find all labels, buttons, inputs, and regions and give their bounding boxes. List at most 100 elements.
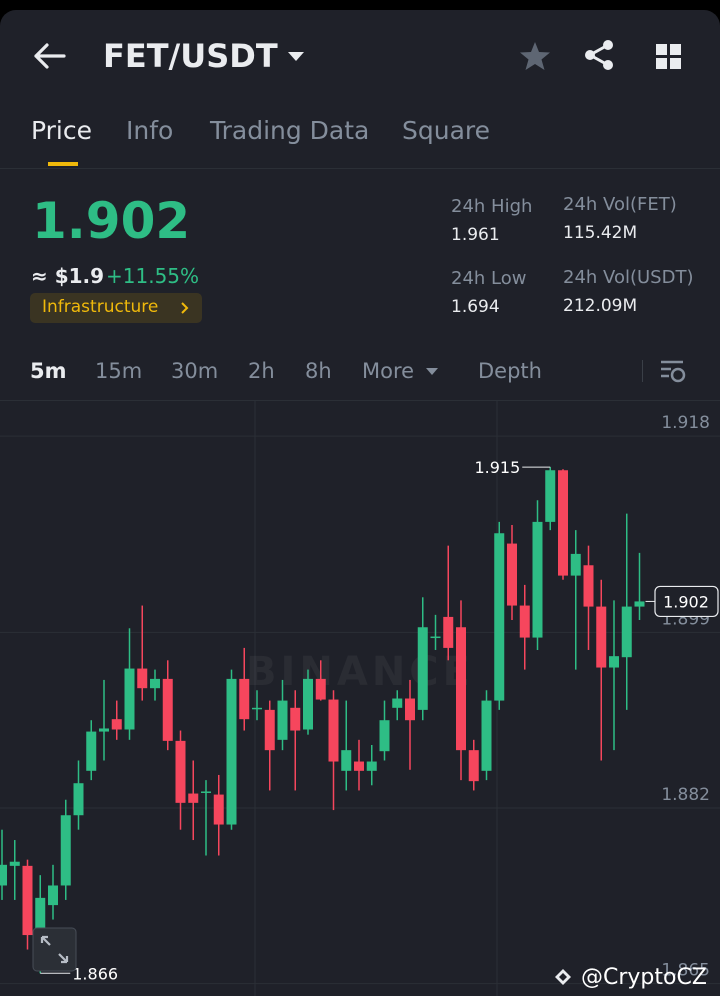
separator [642, 360, 643, 382]
y-tick-label: 1.865 [661, 961, 710, 981]
sector-tag[interactable]: Infrastructure [30, 293, 202, 323]
candle-body [201, 791, 211, 793]
candle-body [379, 720, 390, 752]
fiat-price: ≈ $1.9 [31, 264, 105, 288]
candle-body [22, 865, 33, 936]
candle-body [150, 678, 160, 689]
tab-square[interactable]: Square [402, 116, 491, 145]
candle-body [137, 668, 148, 689]
candle-body [264, 709, 275, 751]
price-change: +11.55% [106, 264, 200, 288]
sector-label: Infrastructure [42, 297, 159, 317]
candle-body [621, 606, 632, 658]
chart-settings-icon[interactable] [659, 358, 687, 384]
candle-body [73, 783, 84, 816]
favorite-icon[interactable] [518, 40, 552, 72]
more-caret [426, 368, 438, 375]
stat-value: 115.42M [563, 223, 638, 243]
candle-body [328, 699, 339, 762]
candle-body [162, 678, 173, 741]
layout-icon[interactable] [655, 43, 683, 71]
last-price: 1.902 [32, 192, 191, 250]
expand-bg[interactable] [32, 927, 77, 972]
candle-body [124, 668, 135, 730]
candle-body [468, 750, 479, 782]
candle-body [519, 605, 530, 638]
stat-value: 1.961 [451, 225, 500, 245]
candle-body [366, 761, 377, 771]
credit: @CryptoCZ [555, 965, 707, 990]
candle-body [252, 707, 262, 710]
candles [0, 467, 645, 974]
pair-title[interactable]: FET/USDT [103, 37, 278, 75]
interval-depth[interactable]: Depth [478, 359, 542, 383]
candle-body [60, 815, 71, 886]
tab-info[interactable]: Info [126, 116, 174, 145]
last-price-box [654, 585, 719, 618]
candle-body [175, 740, 186, 803]
last-price-label: 1.902 [663, 592, 709, 611]
divider [0, 168, 720, 169]
annotations: 1.915 1.866 1.902 [40, 458, 719, 983]
share-icon[interactable] [582, 38, 616, 72]
candle-body [583, 565, 594, 607]
expand-button[interactable] [32, 927, 77, 972]
candle-body [570, 553, 581, 576]
candle-body [609, 656, 619, 668]
candle-body [86, 731, 97, 771]
app: FET/USDT Price Info Trading Data Square … [0, 10, 720, 996]
interval[interactable]: 15m [95, 359, 143, 383]
candle-body [532, 521, 543, 638]
candle-body [213, 794, 224, 825]
expand-icon [40, 935, 69, 964]
y-tick-label: 1.882 [661, 785, 710, 805]
chart-watermark: BINANCE [246, 649, 474, 695]
candle-body [9, 861, 20, 866]
candle-body [392, 698, 403, 708]
candle-body [188, 793, 199, 803]
interval[interactable]: 2h [248, 359, 275, 383]
stat-label: 24h Low [451, 268, 527, 289]
tab-indicator [48, 162, 78, 166]
interval-5m[interactable]: 5m [30, 359, 67, 383]
candle-body [341, 750, 352, 771]
divider [0, 400, 720, 401]
candle-body [545, 470, 556, 522]
interval[interactable]: 30m [171, 359, 219, 383]
pair-caret[interactable] [286, 50, 306, 64]
candle-body [558, 470, 568, 576]
y-tick-label: 1.918 [661, 413, 710, 433]
candle-body [35, 897, 46, 936]
candle-body [290, 707, 301, 731]
stat-label: 24h High [451, 196, 533, 217]
candle-body [48, 885, 58, 906]
candle-body [226, 678, 237, 825]
candle-body [430, 636, 441, 639]
stat-value: 212.09M [563, 296, 638, 316]
candle-body [443, 616, 454, 648]
candle-body [277, 700, 288, 740]
candle-body [239, 678, 250, 720]
candle-body [596, 606, 607, 668]
stat-label: 24h Vol(USDT) [563, 267, 694, 288]
candle-body [315, 678, 326, 700]
candle-body [111, 719, 122, 730]
back-button[interactable] [32, 40, 68, 72]
sector-chevron [181, 302, 189, 314]
interval[interactable]: 8h [305, 359, 332, 383]
interval-more[interactable]: More [362, 359, 415, 383]
stat-value: 1.694 [451, 297, 500, 317]
tab-trading-data[interactable]: Trading Data [210, 116, 370, 145]
candle-body [481, 700, 492, 771]
tab-price[interactable]: Price [31, 116, 92, 145]
credit-text: @CryptoCZ [581, 965, 707, 990]
candle-body [405, 698, 415, 721]
low-marker-label: 1.866 [72, 964, 118, 983]
credit-logo [555, 969, 571, 985]
stat-label: 24h Vol(FET) [563, 194, 677, 215]
candle-body [99, 728, 109, 732]
candle-body [634, 601, 645, 607]
